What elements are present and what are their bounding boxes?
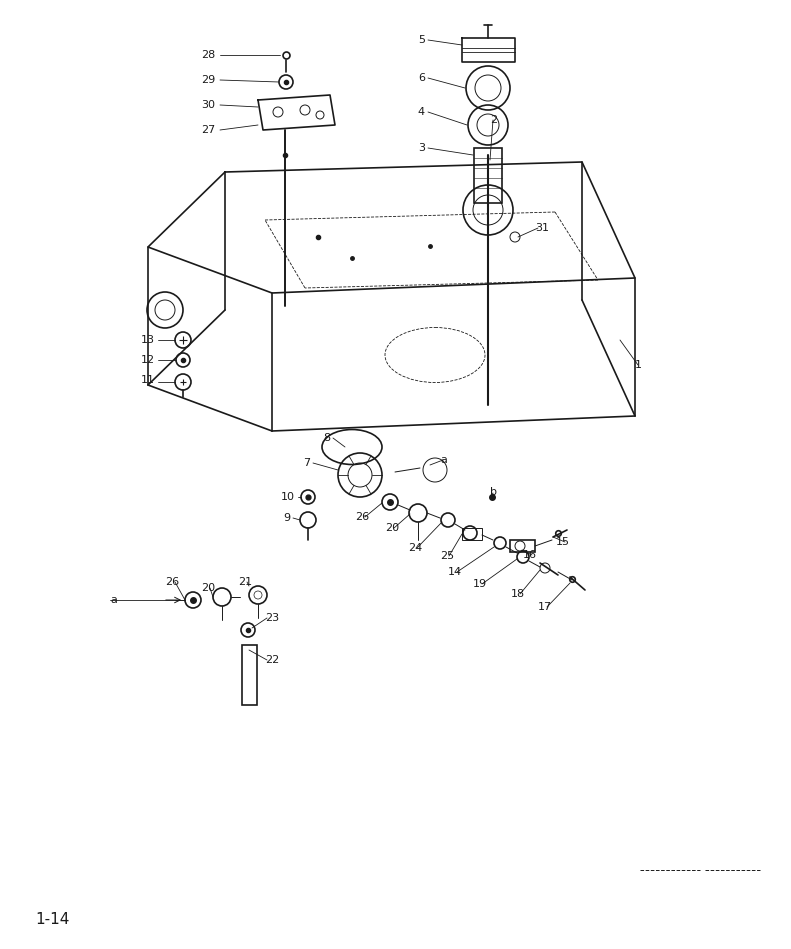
Text: 31: 31 <box>535 223 549 233</box>
Bar <box>242 645 257 705</box>
Text: 6: 6 <box>418 73 425 83</box>
Text: 12: 12 <box>141 355 155 365</box>
Text: 26: 26 <box>165 577 179 587</box>
Bar <box>462 528 482 540</box>
Text: 2: 2 <box>490 115 497 125</box>
Text: 15: 15 <box>556 537 570 547</box>
Bar <box>510 540 535 552</box>
Text: 26: 26 <box>355 512 369 522</box>
Text: 23: 23 <box>265 613 279 623</box>
Bar <box>474 148 502 203</box>
Text: a: a <box>110 595 117 605</box>
Text: 17: 17 <box>538 602 552 612</box>
Text: 14: 14 <box>448 567 462 577</box>
Text: 16: 16 <box>523 550 537 560</box>
Text: 5: 5 <box>418 35 425 45</box>
Text: 18: 18 <box>511 589 525 599</box>
Text: 7: 7 <box>303 458 310 468</box>
Text: 1: 1 <box>635 360 642 370</box>
Text: 10: 10 <box>281 492 295 502</box>
Text: 4: 4 <box>418 107 425 117</box>
Text: b: b <box>490 487 497 497</box>
Text: 3: 3 <box>418 143 425 153</box>
Text: 21: 21 <box>238 577 252 587</box>
Text: 29: 29 <box>201 75 215 85</box>
Text: 28: 28 <box>201 50 215 60</box>
Text: 9: 9 <box>283 513 290 523</box>
Text: 13: 13 <box>141 335 155 345</box>
Text: 20: 20 <box>385 523 399 533</box>
Text: a: a <box>440 455 447 465</box>
Text: 24: 24 <box>408 543 422 553</box>
Text: 1-14: 1-14 <box>35 913 70 927</box>
Text: 8: 8 <box>323 433 330 443</box>
Text: 20: 20 <box>201 583 215 593</box>
Text: 19: 19 <box>473 579 487 589</box>
Text: 30: 30 <box>201 100 215 110</box>
Text: 25: 25 <box>440 551 454 561</box>
Text: 22: 22 <box>265 655 279 665</box>
Text: 11: 11 <box>141 375 155 385</box>
Text: 27: 27 <box>201 125 215 135</box>
